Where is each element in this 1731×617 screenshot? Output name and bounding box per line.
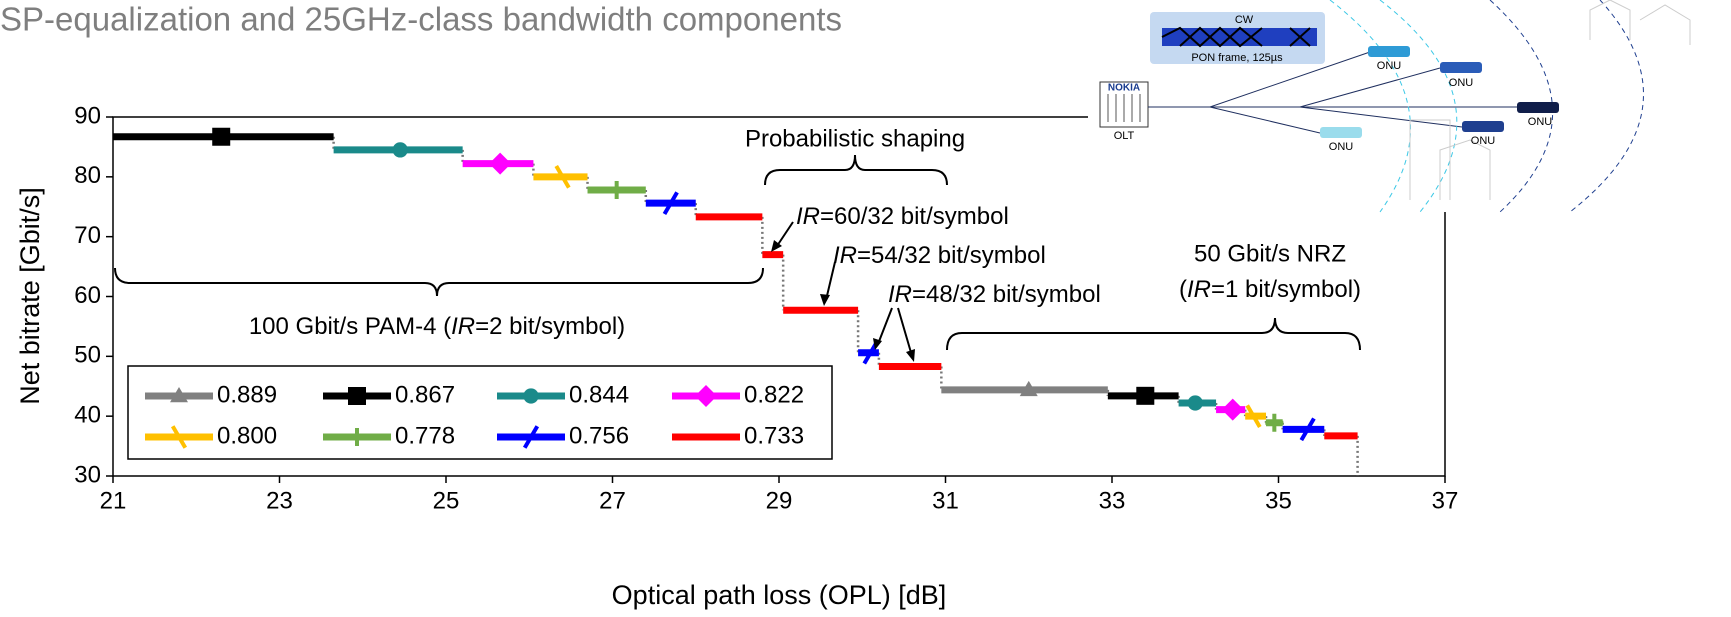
annotation-text: =2 bit/symbol) — [475, 313, 625, 340]
legend-label: 0.867 — [395, 381, 455, 408]
y-tick-label: 80 — [74, 162, 101, 189]
x-tick-label: 29 — [766, 487, 793, 514]
legend: 0.889 0.867 0.844 0.822 0.800 0.778 0.756 0.733 — [128, 366, 832, 459]
annotation: IR=48/32 bit/symbol — [888, 281, 1101, 308]
legend-label: 0.844 — [569, 381, 629, 408]
x-tick-label: 25 — [433, 487, 460, 514]
x-tick-label: 21 — [100, 487, 127, 514]
annotation-text: =48/32 bit/symbol — [912, 281, 1101, 308]
onu-label: ONU — [1449, 77, 1474, 89]
pon-diagram: CW PON frame, 125µs NOKIA OLT ONU ONU ON… — [1088, 0, 1731, 212]
y-tick-label: 50 — [74, 342, 101, 369]
onu-label: ONU — [1329, 141, 1354, 153]
legend-label: 0.778 — [395, 422, 455, 449]
brace — [115, 268, 763, 296]
marker — [608, 181, 626, 199]
annotation: 100 Gbit/s PAM-4 (IR=2 bit/symbol) — [249, 313, 625, 340]
x-tick-label: 27 — [599, 487, 626, 514]
annotation-text: 100 Gbit/s PAM-4 ( — [249, 313, 451, 340]
x-tick-label: 31 — [932, 487, 959, 514]
onu-device — [1440, 62, 1482, 73]
annotation-text: =54/32 bit/symbol — [857, 242, 1046, 269]
marker — [489, 153, 511, 175]
olt-label: OLT — [1114, 130, 1135, 142]
y-tick-label: 70 — [74, 222, 101, 249]
onu-device — [1517, 102, 1559, 113]
x-axis-label: Optical path loss (OPL) [dB] — [612, 580, 947, 610]
slide-title: SP-equalization and 25GHz-class bandwidt… — [0, 1, 842, 38]
annotation-italic: IR — [833, 242, 857, 269]
annotation-italic: IR — [451, 313, 475, 340]
onu-device — [1368, 46, 1410, 57]
annotation-italic: IR — [1187, 276, 1211, 303]
olt-brand: NOKIA — [1108, 83, 1140, 94]
brace — [765, 155, 947, 185]
annotation: (IR=1 bit/symbol) — [1179, 276, 1361, 303]
x-tick-label: 33 — [1099, 487, 1126, 514]
marker — [1222, 399, 1244, 421]
annotation-italic: IR — [796, 203, 820, 230]
cw-label: CW — [1235, 14, 1254, 26]
x-tick-label: 35 — [1265, 487, 1292, 514]
annotation-italic: IR — [888, 281, 912, 308]
annotation: IR=54/32 bit/symbol — [833, 242, 1046, 269]
annotation-text: =1 bit/symbol) — [1211, 276, 1361, 303]
marker — [393, 142, 408, 157]
marker — [212, 128, 230, 146]
legend-label: 0.889 — [217, 381, 277, 408]
legend-label: 0.800 — [217, 422, 277, 449]
onu-device — [1462, 121, 1504, 132]
y-tick-label: 40 — [74, 402, 101, 429]
onu-device — [1320, 127, 1362, 138]
y-axis-label: Net bitrate [Gbit/s] — [15, 187, 45, 405]
annotation: IR=60/32 bit/symbol — [796, 203, 1009, 230]
onu-label: ONU — [1528, 116, 1553, 128]
y-tick-label: 30 — [74, 461, 101, 488]
annotation: 50 Gbit/s NRZ — [1194, 240, 1346, 267]
marker — [1265, 414, 1283, 432]
chart: SP-equalization and 25GHz-class bandwidt… — [0, 0, 1731, 617]
x-tick-label: 23 — [266, 487, 293, 514]
marker — [1136, 387, 1154, 405]
y-tick-label: 60 — [74, 282, 101, 309]
onu-label: ONU — [1377, 60, 1402, 72]
frame-label: PON frame, 125µs — [1191, 52, 1283, 64]
annotation-text: ( — [1179, 276, 1187, 303]
x-tick-label: 37 — [1432, 487, 1459, 514]
legend-label: 0.756 — [569, 422, 629, 449]
y-tick-label: 90 — [74, 102, 101, 129]
marker — [1188, 395, 1203, 410]
onu-label: ONU — [1471, 135, 1496, 147]
marker — [523, 388, 538, 403]
legend-label: 0.733 — [744, 422, 804, 449]
brace — [947, 318, 1360, 350]
annotation: Probabilistic shaping — [745, 125, 965, 152]
annotation-text: =60/32 bit/symbol — [820, 203, 1009, 230]
marker — [348, 387, 366, 405]
legend-label: 0.822 — [744, 381, 804, 408]
